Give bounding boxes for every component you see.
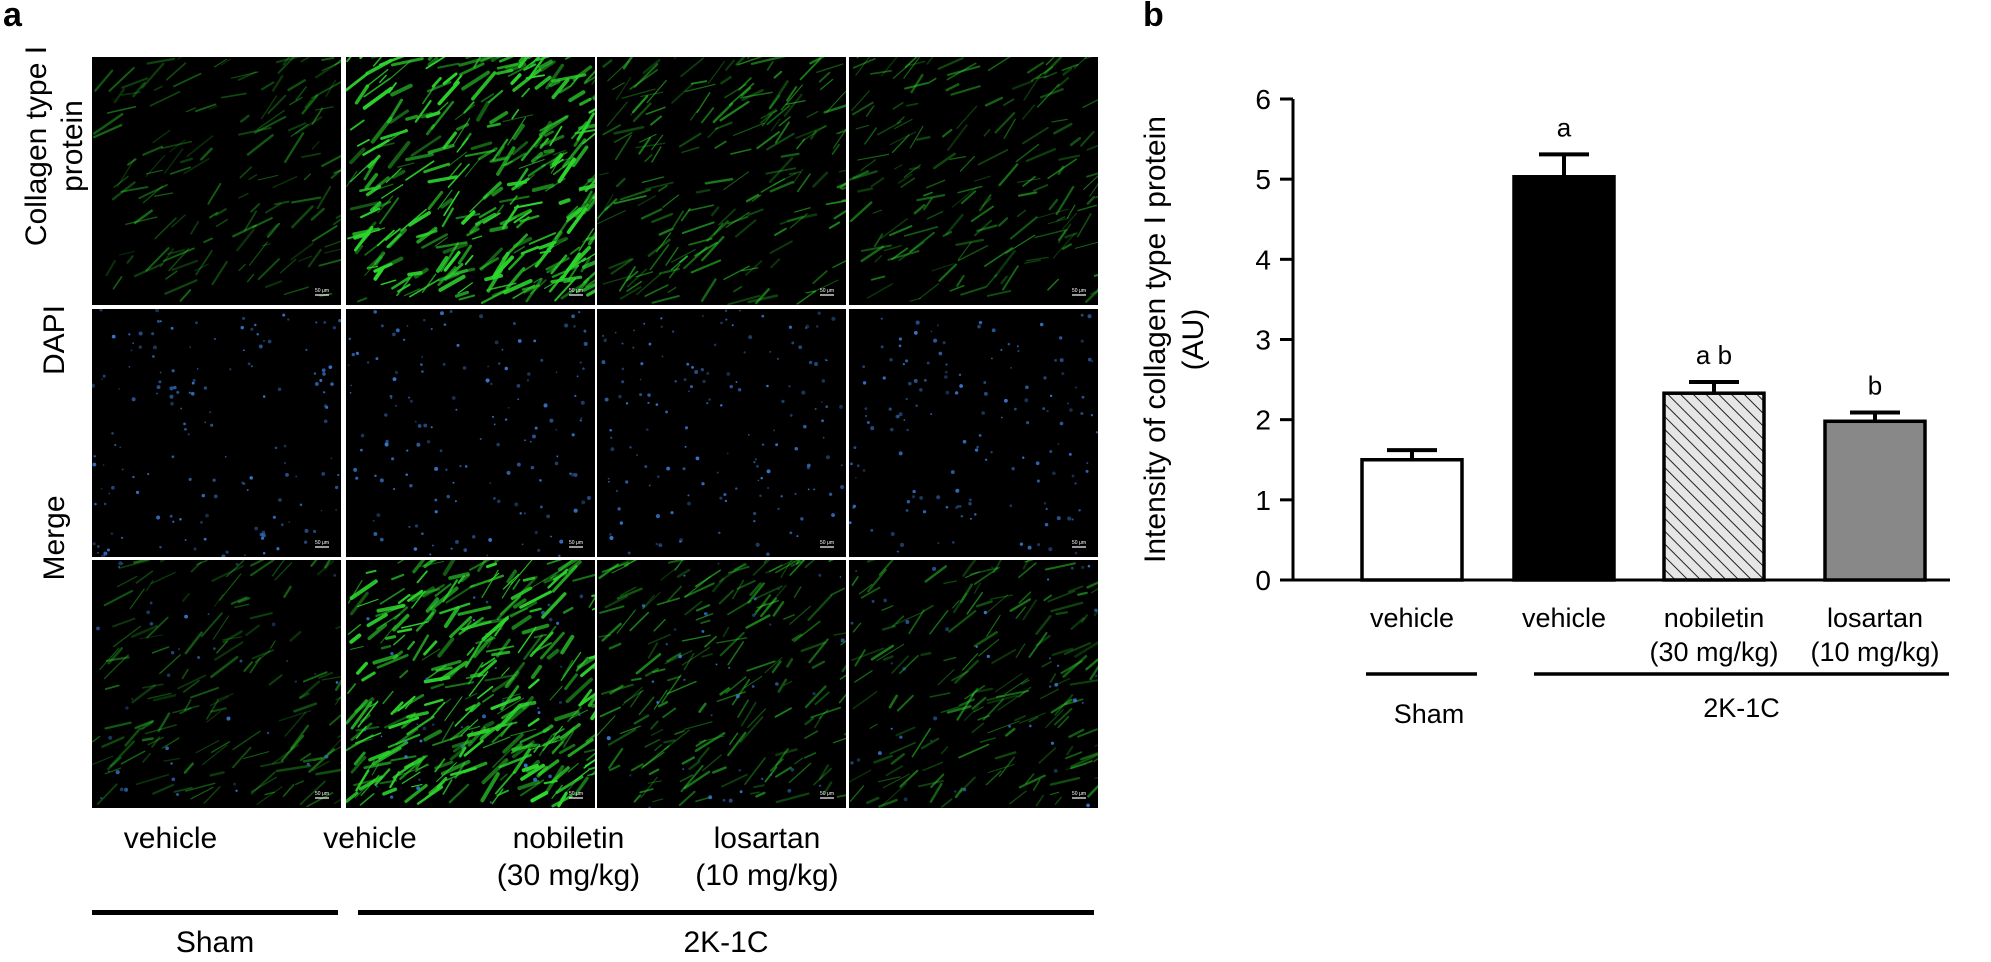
svg-text:50 μm: 50 μm [820,791,834,797]
svg-text:50 μm: 50 μm [1072,288,1086,294]
bar-1 [1360,458,1464,582]
significance-label: b [1868,370,1882,400]
group-line-sham [92,910,338,915]
svg-text:50 μm: 50 μm [569,540,583,546]
row-label-collagen: Collagen type I protein [20,45,89,247]
category-label: nobiletin (30 mg/kg) [1649,603,1778,667]
micrograph-merge-2: 50 μm [346,560,595,808]
svg-text:50 μm: 50 μm [315,791,329,797]
row-label-dapi: DAPI [38,304,71,376]
svg-text:50 μm: 50 μm [820,540,834,546]
bar-4 [1823,419,1927,582]
group-label-1: Sham [1394,699,1465,729]
category-label: vehicle [1370,603,1454,633]
category-label: losartan (10 mg/kg) [1810,603,1939,667]
micrograph-merge-3: 50 μm [597,560,846,808]
group-label-2k1c: 2K-1C [683,926,769,959]
micrograph-dapi-4: 50 μm [849,309,1098,557]
column-label-nobiletin: nobiletin (30 mg/kg) [496,822,641,892]
y-axis-label: Intensity of collagen type I protein (AU) [1139,116,1210,563]
micrograph-dapi-3: 50 μm [597,309,846,557]
category-label: vehicle [1522,603,1606,633]
significance-label: a b [1696,340,1732,370]
micrograph-collagen-2: 50 μm [346,57,595,305]
micrograph-dapi-1: 50 μm [92,309,341,557]
row-label-merge: Merge [38,495,71,581]
svg-text:50 μm: 50 μm [1072,540,1086,546]
panel-b-letter: b [1143,0,1164,34]
column-label-losartan: losartan (10 mg/kg) [695,822,839,892]
svg-text:50 μm: 50 μm [569,791,583,797]
y-tick-label: 2 [1255,405,1271,436]
micrograph-merge-4: 50 μm [849,560,1098,808]
significance-label: a [1557,112,1572,142]
svg-text:50 μm: 50 μm [315,540,329,546]
bar-2 [1512,175,1616,582]
y-tick-label: 6 [1255,84,1271,115]
micrograph-dapi-2: 50 μm [346,309,595,557]
y-tick-label: 3 [1255,325,1271,356]
column-label-2k1c-vehicle: vehicle [323,822,417,855]
group-line-2k1c [358,910,1094,915]
group-label-sham: Sham [175,926,255,959]
svg-text:50 μm: 50 μm [315,288,329,294]
y-tick-label: 1 [1255,485,1271,516]
micrograph-collagen-4: 50 μm [849,57,1098,305]
column-label-sham-vehicle: vehicle [123,822,218,855]
y-tick-label: 5 [1255,164,1271,195]
micrograph-merge-1: 50 μm [92,560,341,808]
group-label-2: 2K-1C [1703,693,1780,723]
svg-text:50 μm: 50 μm [820,288,834,294]
y-tick-label: 4 [1255,244,1271,275]
micrograph-collagen-3: 50 μm [597,57,846,305]
svg-text:50 μm: 50 μm [569,288,583,294]
bar-3 [1662,391,1766,582]
panel-a-letter: a [3,0,22,34]
micrograph-collagen-1: 50 μm [92,57,341,305]
y-tick-label: 0 [1255,565,1271,596]
svg-text:50 μm: 50 μm [1072,791,1086,797]
